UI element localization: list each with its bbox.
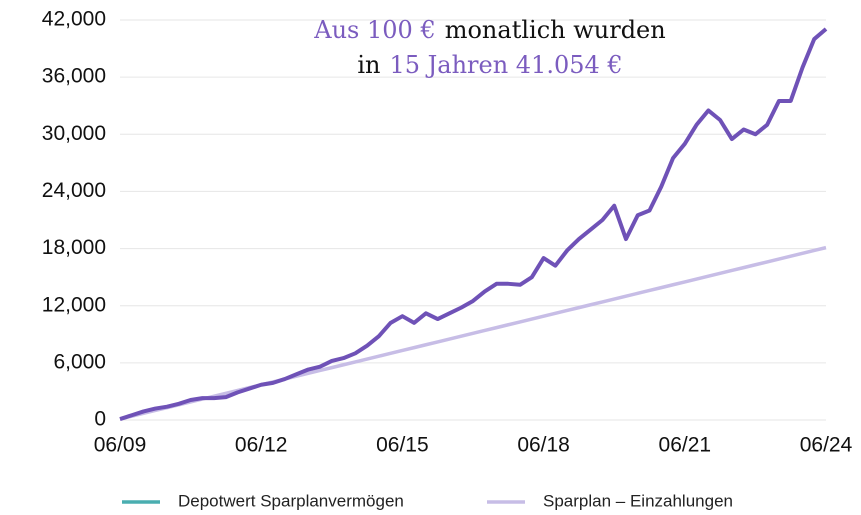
annotation-part: in bbox=[357, 51, 380, 79]
y-tick-label: 42,000 bbox=[42, 8, 106, 31]
y-tick-label: 0 bbox=[94, 408, 106, 431]
x-tick-label: 06/15 bbox=[376, 434, 429, 457]
annotation-part: monatlich wurden bbox=[445, 16, 666, 44]
y-tick-label: 24,000 bbox=[42, 179, 106, 202]
y-tick-label: 36,000 bbox=[42, 65, 106, 88]
plot-lines bbox=[119, 27, 828, 421]
legend-label: Depotwert Sparplanvermögen bbox=[178, 491, 404, 510]
y-tick-label: 6,000 bbox=[53, 350, 106, 373]
annotation-part: 15 Jahren 41.054 € bbox=[389, 51, 622, 79]
annotation-part: Aus 100 € bbox=[313, 16, 435, 44]
annotation: in 15 Jahren 41.054 € bbox=[357, 51, 622, 79]
y-tick-label: 12,000 bbox=[42, 293, 106, 316]
labels: 0 6,000 12,000 18,000 24,000 30,000 36,000 42,0… bbox=[42, 8, 853, 511]
y-tick-label: 30,000 bbox=[42, 122, 106, 145]
series-line bbox=[119, 27, 828, 421]
grid bbox=[120, 19, 826, 421]
x-tick-label: 06/24 bbox=[800, 434, 853, 457]
x-tick-label: 06/18 bbox=[517, 434, 570, 457]
y-tick-label: 18,000 bbox=[42, 236, 106, 259]
x-tick-label: 06/09 bbox=[94, 434, 147, 457]
annotation: Aus 100 € monatlich wurden bbox=[313, 16, 665, 44]
legend-label: Sparplan – Einzahlungen bbox=[543, 491, 733, 510]
x-tick-label: 06/21 bbox=[659, 434, 712, 457]
series-line bbox=[119, 245, 827, 421]
x-tick-label: 06/12 bbox=[235, 434, 288, 457]
